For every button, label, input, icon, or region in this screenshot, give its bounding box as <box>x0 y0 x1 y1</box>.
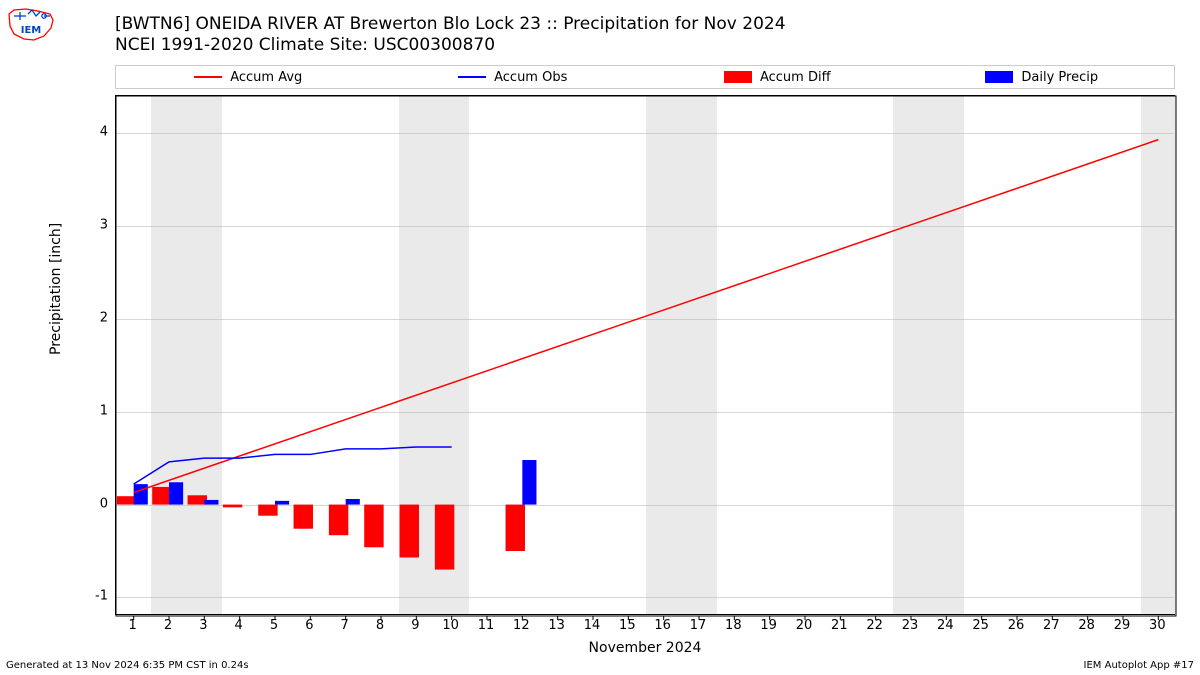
y-tick-label: -1 <box>68 589 108 604</box>
bar <box>169 482 183 504</box>
x-tick-label: 16 <box>654 618 671 633</box>
legend: Accum Avg Accum Obs Accum Diff Daily Precip <box>115 65 1175 89</box>
x-tick-label: 7 <box>341 618 349 633</box>
bar <box>506 505 525 551</box>
line-series <box>134 140 1159 493</box>
x-tick-label: 6 <box>305 618 313 633</box>
x-tick-label: 22 <box>866 618 883 633</box>
legend-label: Accum Avg <box>230 70 302 85</box>
x-tick-label: 26 <box>1008 618 1025 633</box>
x-tick-label: 21 <box>831 618 848 633</box>
bar <box>400 505 419 558</box>
legend-label: Accum Obs <box>494 70 567 85</box>
x-tick-label: 14 <box>584 618 601 633</box>
bar <box>294 505 313 529</box>
x-tick-label: 12 <box>513 618 530 633</box>
svg-text:IEM: IEM <box>21 25 42 36</box>
y-tick-label: 4 <box>68 125 108 140</box>
x-tick-label: 5 <box>270 618 278 633</box>
x-tick-label: 11 <box>478 618 495 633</box>
legend-swatch <box>194 76 222 78</box>
bar <box>435 505 454 570</box>
title-line-1: [BWTN6] ONEIDA RIVER AT Brewerton Blo Lo… <box>115 14 786 35</box>
y-tick-label: 3 <box>68 218 108 233</box>
x-tick-label: 9 <box>411 618 419 633</box>
bar <box>223 505 242 508</box>
x-tick-label: 4 <box>235 618 243 633</box>
legend-item: Accum Avg <box>116 70 381 85</box>
x-tick-label: 15 <box>619 618 636 633</box>
legend-item: Accum Diff <box>645 70 910 85</box>
x-tick-label: 20 <box>796 618 813 633</box>
legend-label: Accum Diff <box>760 70 831 85</box>
x-tick-label: 29 <box>1114 618 1131 633</box>
x-tick-label: 25 <box>972 618 989 633</box>
y-tick-label: 1 <box>68 403 108 418</box>
legend-swatch <box>724 71 752 83</box>
x-tick-label: 13 <box>548 618 565 633</box>
legend-swatch <box>985 71 1013 83</box>
bar <box>117 496 136 504</box>
y-axis-label: Precipitation [inch] <box>48 223 64 355</box>
x-tick-label: 1 <box>129 618 137 633</box>
x-tick-label: 18 <box>725 618 742 633</box>
x-tick-label: 3 <box>199 618 207 633</box>
footer-generated: Generated at 13 Nov 2024 6:35 PM CST in … <box>6 660 249 671</box>
legend-item: Accum Obs <box>381 70 646 85</box>
y-tick-label: 0 <box>68 496 108 511</box>
title-line-2: NCEI 1991-2020 Climate Site: USC00300870 <box>115 35 786 56</box>
bar <box>152 487 171 505</box>
footer-app: IEM Autoplot App #17 <box>1084 660 1194 671</box>
legend-item: Daily Precip <box>910 70 1175 85</box>
bar <box>258 505 277 516</box>
bar <box>364 505 383 548</box>
x-axis-label: November 2024 <box>115 640 1175 656</box>
bar <box>275 501 289 505</box>
iem-logo: IEM <box>6 6 56 44</box>
y-tick-label: 2 <box>68 310 108 325</box>
bar <box>346 499 360 505</box>
bar <box>329 505 348 536</box>
x-tick-label: 19 <box>760 618 777 633</box>
x-tick-label: 10 <box>442 618 459 633</box>
chart-title: [BWTN6] ONEIDA RIVER AT Brewerton Blo Lo… <box>115 14 786 57</box>
x-tick-label: 23 <box>902 618 919 633</box>
legend-label: Daily Precip <box>1021 70 1098 85</box>
bar <box>522 460 536 505</box>
x-tick-label: 30 <box>1149 618 1166 633</box>
bar <box>188 495 207 504</box>
x-tick-label: 17 <box>690 618 707 633</box>
bar <box>204 500 218 505</box>
bar <box>134 484 148 504</box>
x-tick-label: 27 <box>1043 618 1060 633</box>
legend-swatch <box>458 76 486 78</box>
x-tick-label: 2 <box>164 618 172 633</box>
chart-plot-area <box>115 95 1175 615</box>
x-tick-label: 28 <box>1078 618 1095 633</box>
line-series <box>134 447 452 484</box>
x-tick-label: 24 <box>937 618 954 633</box>
x-tick-label: 8 <box>376 618 384 633</box>
